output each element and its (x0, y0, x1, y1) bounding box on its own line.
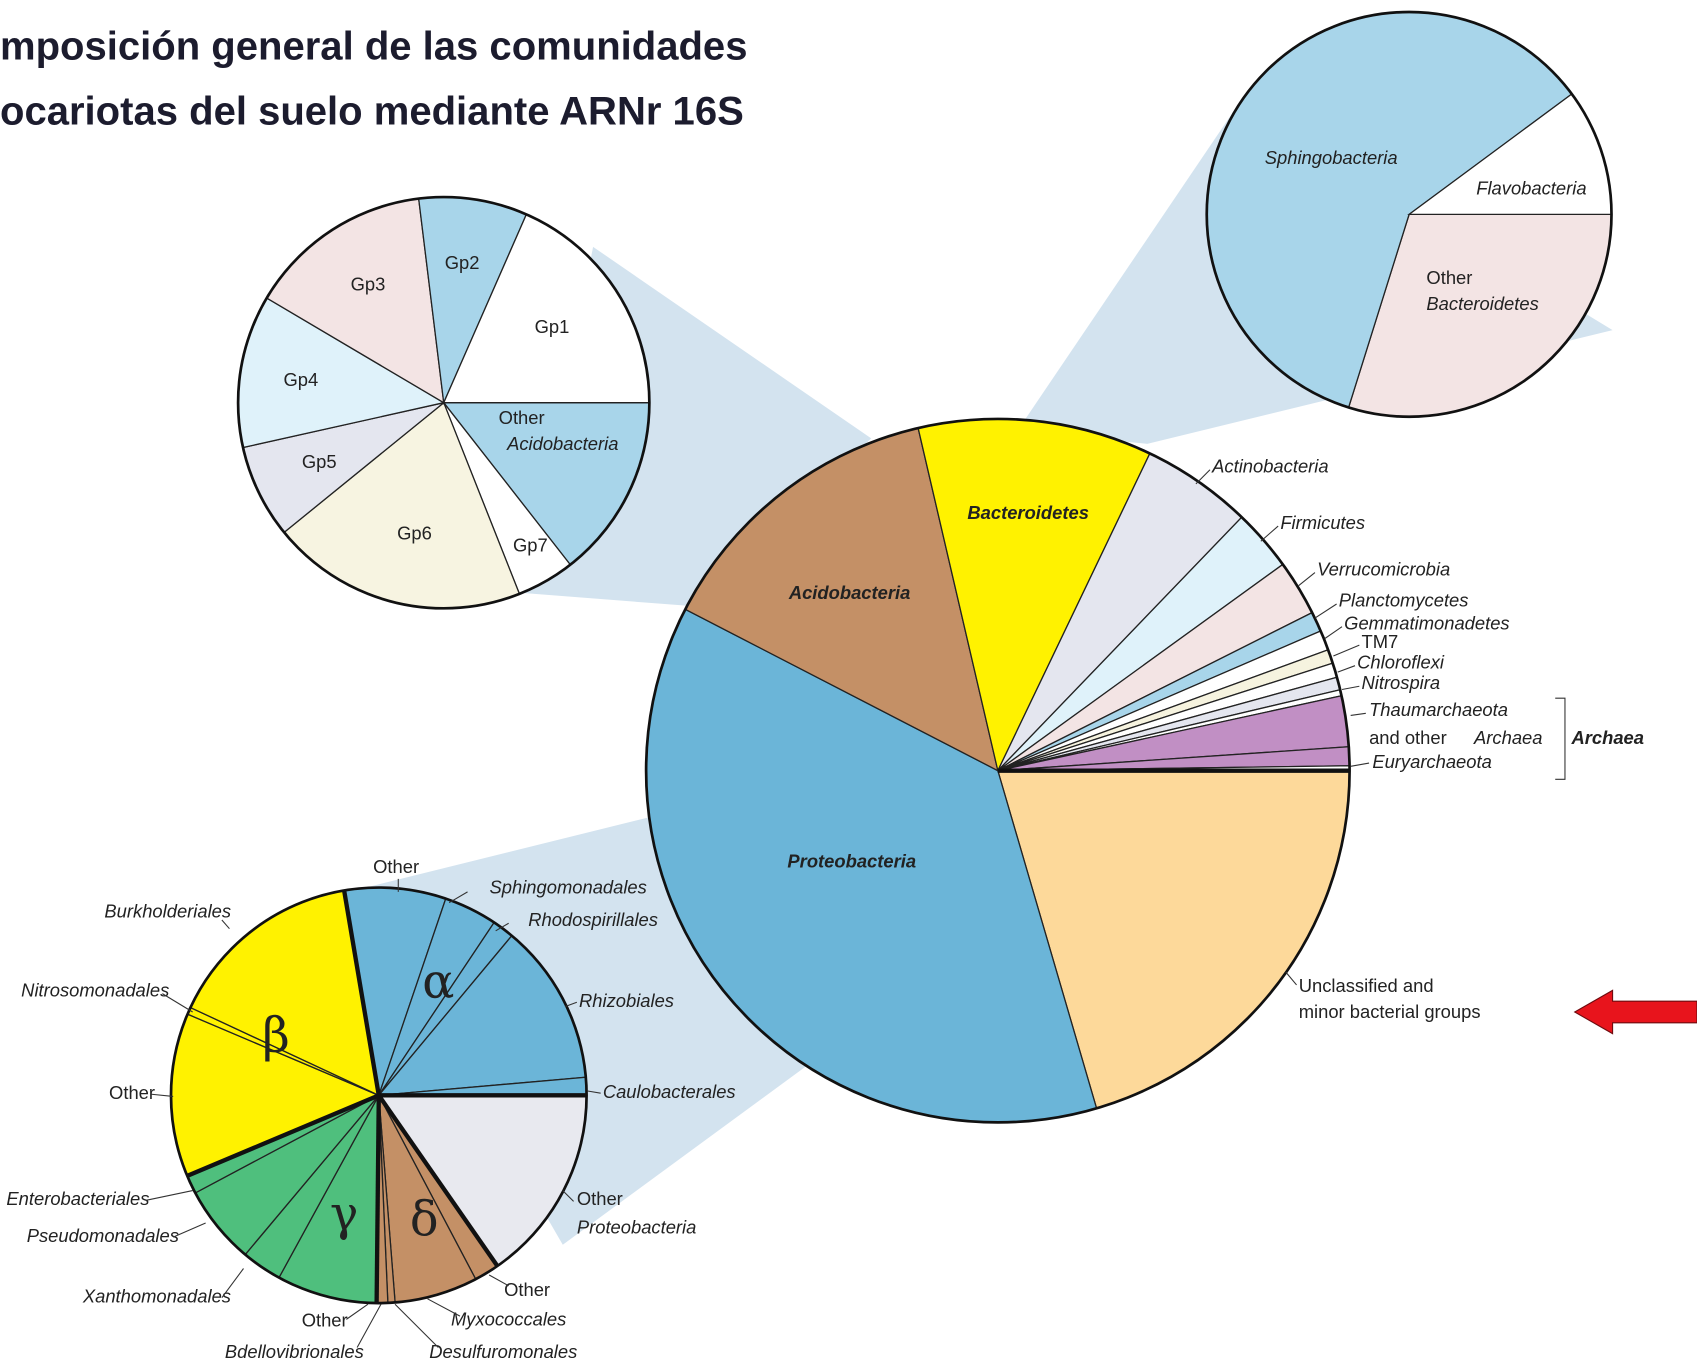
slice-label: Unclassified and (1299, 975, 1434, 996)
slice-label: Nitrospira (1361, 672, 1440, 693)
slice-label: Rhizobiales (579, 990, 674, 1011)
slice-label: Sphingomonadales (490, 876, 647, 897)
class-letter: α (422, 954, 454, 1009)
slice-label: Bacteroidetes (1426, 293, 1538, 314)
slice-label: Proteobacteria (577, 1216, 697, 1237)
slice-label: Gp7 (513, 534, 548, 555)
slice-label: Nitrosomonadales (21, 979, 169, 1000)
slice-label: Gp5 (302, 451, 337, 472)
slice-label: minor bacterial groups (1299, 1001, 1481, 1022)
slice-label: Other (499, 407, 545, 428)
slice-label: Burkholderiales (104, 900, 231, 921)
slice-label: Bdellovibrionales (225, 1341, 364, 1362)
slice-label: Other (302, 1309, 348, 1330)
class-letter: β (262, 1009, 290, 1064)
slice-label: Rhodospirillales (528, 909, 658, 930)
slice-label: Archaea (1473, 727, 1542, 748)
group-label: Archaea (1570, 727, 1644, 748)
slice-label: and other (1369, 727, 1447, 748)
pie-outline (169, 886, 588, 1305)
slice-label: Sphingobacteria (1265, 147, 1398, 168)
slice-divider (186, 1093, 380, 1178)
slice-label: Verrucomicrobia (1317, 558, 1450, 579)
class-letter: γ (330, 1187, 358, 1242)
slice-label: Flavobacteria (1476, 177, 1586, 198)
slice-label: Gp2 (445, 252, 480, 273)
slice-label: Firmicutes (1280, 512, 1365, 533)
slice-label: Other (1426, 267, 1472, 288)
slice-label: Thaumarchaeota (1369, 699, 1508, 720)
slice-label: Acidobacteria (788, 582, 911, 603)
slice-label: Euryarchaeota (1372, 751, 1492, 772)
slice-label: Caulobacterales (603, 1081, 736, 1102)
slice-divider (342, 890, 381, 1096)
slice-label: Xanthomonadales (82, 1286, 231, 1307)
slice-label: Other (373, 856, 419, 877)
pie-outline (1205, 10, 1613, 419)
slice-label: Other (577, 1188, 623, 1209)
title-line: mposición general de las comunidades (0, 25, 747, 69)
pie-outline (644, 417, 1351, 1124)
slice-divider (377, 1094, 500, 1268)
slice-label: Other (504, 1279, 550, 1300)
slice-label: Other (109, 1082, 155, 1103)
slice-label: Gemmatimonadetes (1344, 612, 1509, 633)
slice-label: TM7 (1361, 631, 1398, 652)
slice-label: Gp3 (351, 274, 386, 295)
leaders (145, 878, 601, 1348)
slice-label: Proteobacteria (787, 851, 916, 872)
slice-label: Gp4 (284, 369, 319, 390)
slice-label: Acidobacteria (506, 433, 618, 454)
slice-label: Enterobacteriales (6, 1188, 149, 1209)
slice-label: Gp6 (397, 523, 432, 544)
slice-label: Actinobacteria (1211, 455, 1328, 476)
leaders (1195, 469, 1566, 986)
slice-divider (374, 1095, 381, 1304)
slice-label: Desulfuromonales (429, 1341, 577, 1362)
class-letter: δ (410, 1193, 439, 1248)
slice-label: Myxococcales (451, 1308, 566, 1329)
slice-label: Pseudomonadales (27, 1225, 179, 1246)
slice-label: Chloroflexi (1357, 651, 1445, 672)
pies (169, 10, 1613, 1305)
slice-label: Gp1 (535, 316, 570, 337)
pie-outline (236, 195, 651, 610)
title-line: ocariotas del suelo mediante ARNr 16S (0, 90, 744, 134)
slice-label: Bacteroidetes (967, 502, 1089, 523)
arrow (1573, 989, 1697, 1035)
slice-label: Planctomycetes (1339, 590, 1469, 611)
